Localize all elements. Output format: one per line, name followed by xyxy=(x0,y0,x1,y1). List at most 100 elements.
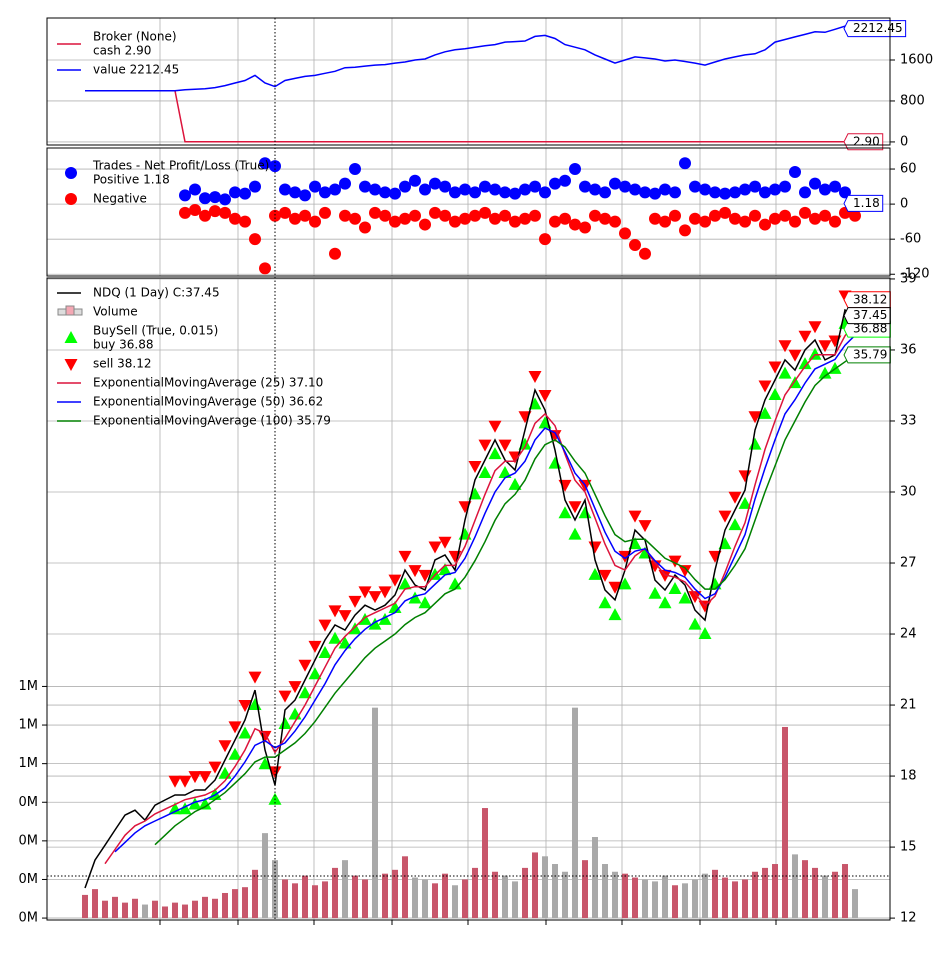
trade-marker xyxy=(599,186,611,199)
legend: Broker (None)cash 2.90 value 2212.45 xyxy=(57,30,179,77)
buy-marker xyxy=(238,726,252,739)
buy-marker xyxy=(228,747,242,760)
end-label: 35.79 xyxy=(853,347,887,361)
end-label: 36.88 xyxy=(853,322,887,336)
trade-marker xyxy=(219,206,231,219)
grid xyxy=(47,148,890,276)
trade-marker xyxy=(239,215,251,228)
volume-bar xyxy=(122,902,128,919)
sell-marker xyxy=(478,439,492,452)
trade-marker xyxy=(609,177,621,190)
end-label: 37.45 xyxy=(853,308,887,322)
sell-marker xyxy=(598,569,612,582)
volume-bar xyxy=(282,879,288,919)
trade-marker xyxy=(259,262,271,275)
trade-marker xyxy=(229,186,241,199)
volume-bar xyxy=(782,726,788,919)
trade-marker xyxy=(189,183,201,196)
buy-marker xyxy=(508,477,522,490)
volume-bar xyxy=(752,871,758,919)
volume-bar xyxy=(382,873,388,919)
y2-tick-label: 0M xyxy=(19,872,39,887)
end-label-box xyxy=(843,194,884,212)
trade-marker xyxy=(609,215,621,228)
buy-marker xyxy=(408,591,422,604)
trade-marker xyxy=(199,192,211,205)
sell-marker xyxy=(798,330,812,343)
buy-marker xyxy=(528,397,542,410)
sell-marker xyxy=(678,565,692,578)
trade-marker xyxy=(409,209,421,222)
y-tick-label: 15 xyxy=(900,840,917,855)
trade-marker xyxy=(789,165,801,178)
buy-marker xyxy=(488,447,502,460)
trade-marker xyxy=(429,177,441,190)
sell-marker xyxy=(358,586,372,599)
sell-marker xyxy=(398,550,412,563)
volume-bar xyxy=(152,900,158,919)
sell-marker xyxy=(538,389,552,402)
trade-marker xyxy=(389,215,401,228)
trade-marker xyxy=(379,186,391,199)
trade-marker xyxy=(279,206,291,219)
buy-marker xyxy=(358,612,372,625)
buy-marker xyxy=(478,466,492,479)
end-label: 1.18 xyxy=(853,196,880,210)
volume-bar xyxy=(582,860,588,919)
trade-marker xyxy=(309,215,321,228)
buy-marker xyxy=(378,612,392,625)
sell-marker xyxy=(748,411,762,424)
volume-bar xyxy=(402,856,408,919)
y2-tick-label: 1M xyxy=(19,679,39,694)
trade-marker xyxy=(449,215,461,228)
sell-marker xyxy=(638,520,652,533)
legend-label: value 2212.45 xyxy=(93,63,179,77)
volume-bar xyxy=(102,900,108,919)
y-tick-label: -60 xyxy=(900,232,921,247)
volume-bar xyxy=(542,856,548,919)
panel: 121518212427303336390M0M0M0M1M1M1M36.883… xyxy=(19,271,917,925)
trade-marker xyxy=(469,186,481,199)
trade-marker xyxy=(749,180,761,193)
trade-marker xyxy=(329,183,341,196)
buy-marker xyxy=(698,627,712,640)
buy-marker xyxy=(468,487,482,500)
volume-bar xyxy=(692,879,698,919)
trade-marker xyxy=(439,209,451,222)
trade-marker xyxy=(279,183,291,196)
trade-marker xyxy=(699,215,711,228)
panel-frame xyxy=(46,147,891,277)
trade-marker xyxy=(769,212,781,225)
trade-marker xyxy=(649,187,661,200)
trade-marker xyxy=(849,209,861,222)
trade-marker xyxy=(359,221,371,234)
trade-marker xyxy=(809,212,821,225)
marks xyxy=(85,25,856,143)
trade-marker xyxy=(499,186,511,199)
trade-marker xyxy=(339,209,351,222)
trade-marker xyxy=(499,209,511,222)
trade-marker xyxy=(379,209,391,222)
trade-marker xyxy=(679,157,691,170)
volume-bar xyxy=(242,887,248,919)
trade-marker xyxy=(629,183,641,196)
volume-bar xyxy=(852,889,858,919)
buy-marker xyxy=(318,645,332,658)
legend-label: Negative xyxy=(93,192,147,206)
trade-marker xyxy=(549,215,561,228)
volume-bar xyxy=(492,871,498,919)
trade-marker xyxy=(479,206,491,219)
volume-bar xyxy=(712,869,718,919)
sell-marker xyxy=(788,349,802,362)
sell-marker xyxy=(388,574,402,587)
series-line xyxy=(114,334,856,853)
trade-marker xyxy=(729,212,741,225)
trade-marker xyxy=(679,224,691,237)
trade-marker xyxy=(589,209,601,222)
sell-marker xyxy=(528,371,542,384)
trade-marker xyxy=(659,215,671,228)
buy-marker xyxy=(368,617,382,630)
sell-marker xyxy=(328,605,342,618)
sell-marker xyxy=(818,340,832,353)
